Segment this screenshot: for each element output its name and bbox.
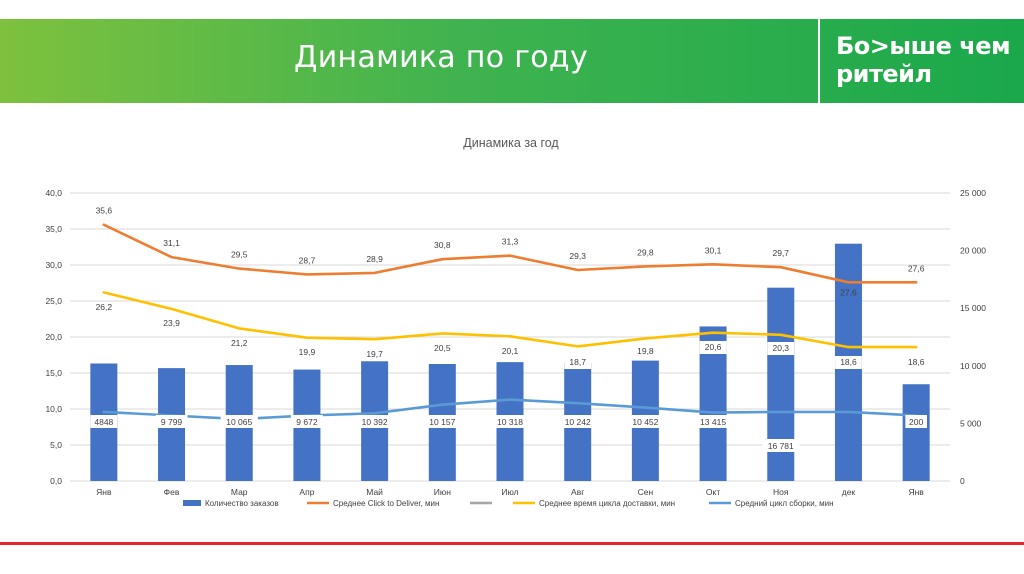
click-to-deliver-label: 30,8 <box>434 240 451 250</box>
slide-title: Динамика по году <box>294 40 589 75</box>
y-left-tick-label: 10,0 <box>45 404 62 414</box>
delivery-cycle-label: 20,1 <box>502 346 519 356</box>
bar-label-box <box>90 415 118 428</box>
legend-label: Среднее время цикла доставки, мин <box>539 499 675 508</box>
delivery-cycle-label: 18,7 <box>569 357 586 367</box>
bar-data-label: 10 452 <box>632 417 658 427</box>
bar-data-label: 13 415 <box>700 417 726 427</box>
y-left-tick-label: 25,0 <box>45 296 62 306</box>
click-to-deliver-label: 28,7 <box>299 255 316 265</box>
click-to-deliver-label: 27,6 <box>840 287 857 297</box>
y-left-tick-label: 30,0 <box>45 260 62 270</box>
bar-label-box <box>356 415 394 428</box>
click-to-deliver-label: 31,1 <box>163 238 180 248</box>
legend-swatch <box>183 500 201 506</box>
click-to-deliver-label: 29,8 <box>637 247 654 257</box>
y-right-tick-label: 20 000 <box>960 246 986 256</box>
bar-data-label: 200 <box>909 417 923 427</box>
y-left-tick-label: 15,0 <box>45 368 62 378</box>
bar-label-box <box>290 415 323 428</box>
bar-data-label: 10 065 <box>226 417 252 427</box>
delivery-cycle-label: 19,8 <box>637 346 654 356</box>
y-right-tick-label: 15 000 <box>960 303 986 313</box>
delivery-cycle-label: 21,2 <box>231 338 248 348</box>
bar-data-label: 10 318 <box>497 417 523 427</box>
bar-label-box <box>762 439 800 452</box>
click-to-deliver-label: 30,1 <box>705 245 722 255</box>
bar-data-label: 10 392 <box>362 417 388 427</box>
header-banner <box>0 19 1024 103</box>
x-tick-label: Июл <box>501 487 518 497</box>
x-tick-label: Июн <box>434 487 451 497</box>
legend-label: Количество заказов <box>205 499 279 508</box>
delivery-cycle-label: 18,6 <box>840 357 857 367</box>
y-right-tick-label: 25 000 <box>960 188 986 198</box>
bar-data-label: 9 672 <box>296 417 318 427</box>
bar-label-box <box>220 415 258 428</box>
delivery-label-box <box>767 342 795 355</box>
bar-label-box <box>694 415 732 428</box>
delivery-cycle-label: 20,5 <box>434 343 451 353</box>
chart-title: Динамика за год <box>463 136 559 150</box>
x-tick-label: Фев <box>164 487 180 497</box>
delivery-cycle-label: 26,2 <box>96 302 113 312</box>
x-tick-label: Ноя <box>773 487 789 497</box>
delivery-cycle-label: 20,3 <box>772 343 789 353</box>
y-left-tick-label: 0,0 <box>50 476 62 486</box>
bar-data-label: 10 242 <box>565 417 591 427</box>
delivery-cycle-label: 19,9 <box>299 347 316 357</box>
bar <box>767 287 795 481</box>
click-to-deliver-label: 31,3 <box>502 237 519 247</box>
delivery-label-box <box>564 356 592 369</box>
legend-label: Средний цикл сборки, мин <box>735 499 834 508</box>
brand-logo-line-2: ритейл <box>836 60 932 88</box>
bar-label-box <box>155 415 188 428</box>
click-to-deliver-label: 35,6 <box>96 206 113 216</box>
delivery-cycle-label: 20,6 <box>705 342 722 352</box>
x-tick-label: Май <box>366 487 383 497</box>
y-left-tick-label: 20,0 <box>45 332 62 342</box>
series-line <box>102 223 918 284</box>
header-divider <box>818 19 820 103</box>
delivery-label-box <box>699 341 727 354</box>
bar-data-label: 9 799 <box>161 417 183 427</box>
delivery-cycle-label: 23,9 <box>163 318 180 328</box>
brand-logo-line-1: Бо>ыше чем <box>836 32 1011 60</box>
bar-label-box <box>626 415 664 428</box>
x-tick-label: дек <box>842 487 856 497</box>
x-tick-label: Янв <box>908 487 924 497</box>
y-left-tick-label: 40,0 <box>45 188 62 198</box>
accent-line <box>0 542 1024 545</box>
legend-label: Среднее Click to Deliver, мин <box>333 499 439 508</box>
y-right-tick-label: 0 <box>960 476 965 486</box>
y-right-tick-label: 5 000 <box>960 418 982 428</box>
bar-data-label: 10 157 <box>429 417 455 427</box>
click-to-deliver-label: 27,6 <box>908 263 925 273</box>
click-to-deliver-label: 29,5 <box>231 250 248 260</box>
x-tick-label: Апр <box>299 487 314 497</box>
x-tick-label: Сен <box>638 487 654 497</box>
bar-label-box <box>905 415 927 428</box>
y-left-tick-label: 35,0 <box>45 224 62 234</box>
bar-label-box <box>559 415 597 428</box>
delivery-cycle-label: 18,6 <box>908 357 925 367</box>
click-to-deliver-label: 28,9 <box>366 254 383 264</box>
x-tick-label: Мар <box>231 487 248 497</box>
x-tick-label: Авг <box>571 487 584 497</box>
y-left-tick-label: 5,0 <box>50 440 62 450</box>
delivery-label-box <box>835 356 862 369</box>
delivery-cycle-label: 19,7 <box>366 349 383 359</box>
bar-label-box <box>491 415 529 428</box>
bar-data-label: 16 781 <box>768 441 794 451</box>
series-line <box>102 291 918 349</box>
bar-label-box <box>423 415 461 428</box>
bar <box>902 384 930 481</box>
click-to-deliver-label: 29,7 <box>772 248 789 258</box>
x-tick-label: Окт <box>706 487 720 497</box>
y-right-tick-label: 10 000 <box>960 361 986 371</box>
x-tick-label: Янв <box>96 487 112 497</box>
bar-data-label: 4848 <box>94 417 113 427</box>
click-to-deliver-label: 29,3 <box>569 251 586 261</box>
